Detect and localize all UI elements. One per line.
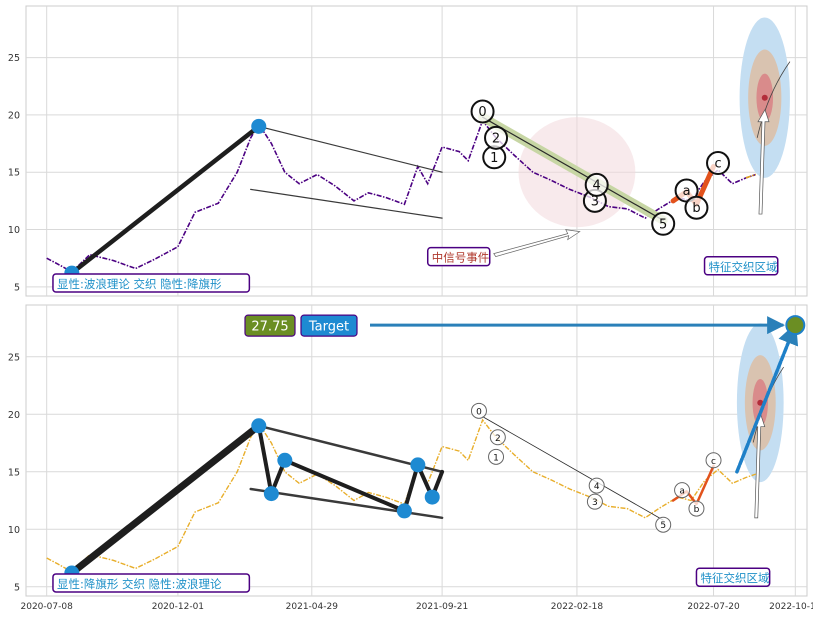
annotation-text: 显性:波浪理论 交织 隐性:降旗形 bbox=[57, 277, 222, 291]
wave-label: a bbox=[683, 184, 691, 199]
pivot-point bbox=[263, 486, 279, 502]
wave-label: 2 bbox=[492, 131, 500, 146]
y-tick-label: 15 bbox=[8, 168, 20, 179]
y-tick-label: 25 bbox=[8, 352, 20, 363]
pivot-point bbox=[251, 118, 267, 134]
target-projection-line bbox=[735, 323, 799, 474]
x-tick-label: 2021-04-29 bbox=[286, 602, 339, 612]
y-tick-label: 15 bbox=[8, 467, 20, 478]
wave-label: 4 bbox=[594, 482, 600, 492]
annotation-box bbox=[695, 567, 771, 587]
wave-label-circle bbox=[688, 500, 705, 517]
pivot-point bbox=[424, 489, 440, 505]
plot-area bbox=[25, 5, 808, 297]
y-tick-label: 5 bbox=[14, 582, 20, 593]
trend-line bbox=[258, 125, 443, 173]
zone-arrow bbox=[753, 413, 766, 519]
y-tick-label: 25 bbox=[8, 53, 20, 64]
x-tick-label: 2021-09-21 bbox=[416, 602, 468, 612]
pivot-point bbox=[251, 418, 267, 434]
pivot-point bbox=[396, 503, 412, 519]
wave-label: 5 bbox=[659, 217, 667, 232]
x-tick-label: 2022-10-19 bbox=[769, 602, 813, 612]
y-tick-label: 20 bbox=[8, 410, 20, 421]
zone-arc bbox=[756, 61, 791, 138]
target-value-box bbox=[244, 314, 296, 337]
upper-chart-panel: 5 10 15 20 25 0 1 2 34 5 ab c 显性:波浪理论 交织 隐性:降旗形 中信号事件… bbox=[8, 5, 808, 297]
target-value: 27.75 bbox=[251, 320, 288, 335]
target-label: Target bbox=[308, 320, 349, 335]
y-tick-label: 10 bbox=[8, 225, 20, 236]
wave-label: a bbox=[679, 487, 685, 497]
wave-label: 2 bbox=[495, 434, 501, 444]
x-axis: 2020-07-08 2020-12-01 2021-04-29 2021-09-21… bbox=[21, 602, 813, 612]
target-zone-center bbox=[761, 94, 768, 101]
y-tick-label: 5 bbox=[14, 282, 20, 293]
wave-label-circle bbox=[470, 402, 487, 419]
wave-label-circle bbox=[586, 493, 603, 510]
wave-label: 1 bbox=[493, 453, 499, 463]
wave-label: 1 bbox=[490, 151, 498, 166]
y-tick-label: 10 bbox=[8, 525, 20, 536]
annotation-text: 特征交织区域 bbox=[700, 571, 769, 585]
lower-chart-panel: 5 10 15 20 25 0 1 2 3 4 5 ab c 27.75 Target 显性:降旗形 交织 隐… bbox=[8, 304, 808, 597]
wave-label-circle bbox=[674, 482, 691, 499]
trend-line bbox=[482, 116, 664, 221]
wave-label: 0 bbox=[478, 105, 486, 120]
trend-line bbox=[69, 124, 262, 276]
wave-label: 0 bbox=[476, 407, 482, 417]
pivot-point bbox=[410, 457, 426, 473]
annotation-text: 特征交织区域 bbox=[709, 260, 778, 274]
wave-label-circle bbox=[655, 516, 672, 533]
annotation-box bbox=[52, 573, 251, 593]
trend-line bbox=[68, 422, 263, 577]
wave-label-circle bbox=[584, 172, 609, 197]
target-zone-center bbox=[757, 399, 764, 406]
pivot-point bbox=[277, 452, 293, 468]
wave-label-circle bbox=[651, 211, 676, 236]
annotation-box bbox=[426, 246, 491, 267]
wave-label-circle bbox=[705, 452, 722, 469]
annotation-text: 显性:降旗形 交织 隐性:波浪理论 bbox=[57, 577, 222, 591]
annotation-text: 中信号事件 bbox=[432, 251, 490, 265]
wave-label: 4 bbox=[593, 178, 601, 193]
signal-arrow bbox=[493, 229, 581, 258]
price-line bbox=[745, 173, 757, 179]
wave-label-circle bbox=[470, 99, 495, 124]
wave-label-circle bbox=[588, 477, 605, 494]
trend-line bbox=[482, 416, 664, 521]
x-tick-label: 2022-02-18 bbox=[551, 602, 604, 612]
wave-label: 5 bbox=[660, 521, 666, 531]
zone-arrow bbox=[757, 108, 770, 215]
wave-label: b bbox=[692, 201, 700, 216]
x-tick-label: 2020-12-01 bbox=[152, 602, 204, 612]
x-tick-label: 2020-07-08 bbox=[21, 602, 74, 612]
wave-label: 3 bbox=[591, 194, 599, 209]
wave-label: 3 bbox=[592, 498, 598, 508]
wave-label-circle bbox=[706, 151, 731, 176]
target-point bbox=[785, 315, 806, 336]
wave-label: b bbox=[694, 505, 700, 515]
wave-label-circle bbox=[484, 125, 509, 150]
trend-line bbox=[250, 188, 443, 219]
annotation-box bbox=[52, 273, 251, 293]
wave-label-circle bbox=[488, 448, 505, 465]
wave-label: c bbox=[711, 457, 716, 467]
annotation-box bbox=[703, 256, 779, 276]
plot-area bbox=[25, 304, 808, 597]
wave-label-circle bbox=[684, 195, 709, 220]
wave-label-circle bbox=[489, 429, 506, 446]
target-label-box bbox=[300, 314, 358, 337]
y-tick-label: 20 bbox=[8, 110, 20, 121]
x-tick-label: 2022-07-20 bbox=[687, 602, 740, 612]
wave-label: c bbox=[714, 157, 721, 172]
